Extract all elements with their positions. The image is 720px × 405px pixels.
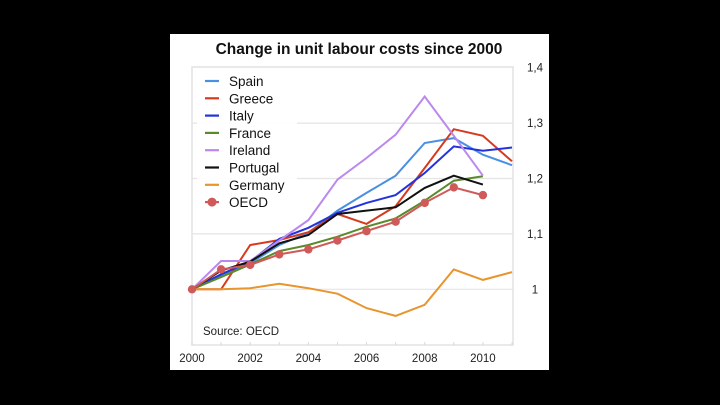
x-tick-label: 2006	[354, 353, 380, 365]
data-point-oecd	[478, 190, 488, 200]
y-axis: 1 1,1 1,2 1,3 1,4	[527, 63, 544, 297]
legend-item-spain: Spain	[205, 74, 264, 89]
series-line-ireland	[191, 94, 484, 291]
data-point-oecd	[275, 250, 284, 259]
legend-label-portugal: Portugal	[229, 161, 279, 176]
source-annotation: Source: OECD	[203, 326, 279, 338]
legend-label-oecd: OECD	[229, 195, 268, 210]
legend-marker-oecd	[207, 197, 217, 207]
x-tick-label: 2008	[412, 353, 438, 365]
data-point-oecd	[304, 245, 313, 254]
legend-item-greece: Greece	[205, 91, 273, 106]
data-point-oecd	[245, 260, 255, 270]
x-tick-label: 2002	[237, 353, 263, 365]
legend-label-greece: Greece	[229, 91, 273, 106]
data-point-oecd	[187, 285, 197, 294]
data-point-oecd	[391, 217, 400, 226]
legend-item-oecd: OECD	[205, 195, 268, 210]
x-axis: 2000 2002 2004 2006 2008 2010	[179, 342, 513, 365]
chart-title: Change in unit labour costs since 2000	[216, 41, 503, 58]
series-line-portugal	[191, 174, 484, 291]
legend-item-ireland: Ireland	[205, 143, 270, 158]
legend: Spain Greece Italy France Ireland Portugal Ger…	[197, 70, 297, 216]
legend-label-spain: Spain	[229, 74, 264, 89]
legend-item-france: France	[205, 126, 271, 141]
x-tick-label: 2000	[179, 353, 205, 365]
series-lines	[187, 94, 513, 317]
legend-label-france: France	[229, 126, 271, 141]
legend-item-germany: Germany	[205, 178, 285, 193]
series-line-greece	[192, 128, 513, 291]
y-tick-label: 1,1	[527, 229, 543, 241]
legend-label-germany: Germany	[229, 178, 285, 193]
x-tick-label: 2004	[296, 353, 322, 365]
y-tick-label: 1,4	[527, 63, 544, 75]
legend-item-portugal: Portugal	[205, 161, 279, 176]
data-point-oecd	[449, 183, 459, 192]
x-tick-label: 2010	[470, 353, 496, 365]
data-point-oecd	[420, 198, 429, 208]
y-tick-label: 1,2	[527, 174, 543, 186]
legend-label-italy: Italy	[229, 109, 254, 124]
legend-label-ireland: Ireland	[229, 143, 270, 158]
legend-item-italy: Italy	[205, 109, 254, 124]
y-tick-label: 1,3	[527, 118, 543, 130]
data-point-oecd	[333, 236, 342, 245]
series-line-germany	[192, 268, 513, 317]
y-tick-label: 1	[532, 284, 538, 296]
data-point-oecd	[362, 226, 371, 236]
data-point-oecd	[216, 265, 226, 274]
legend-box	[197, 70, 297, 216]
